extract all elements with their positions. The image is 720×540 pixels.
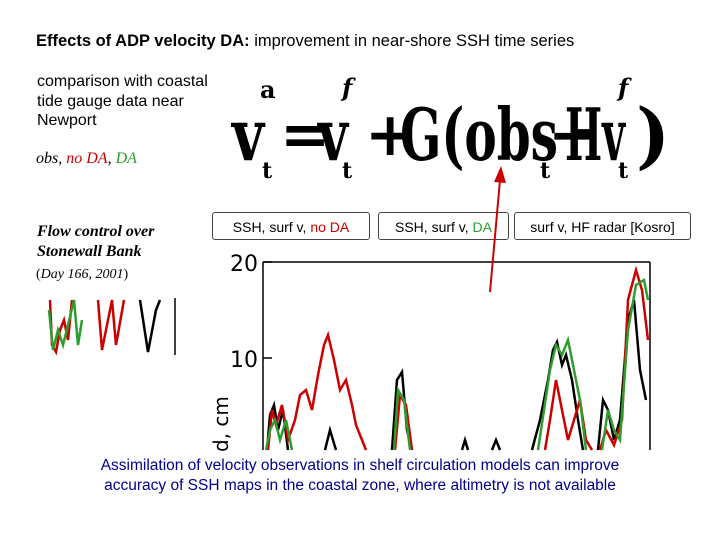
- eq-sup-f2: f: [616, 73, 632, 102]
- box2-prefix: SSH, surf v,: [395, 219, 473, 235]
- comparison-line-1: comparison with coastal: [37, 73, 208, 90]
- arrow-shaft: [489, 179, 501, 293]
- equation: v a t = v f t + G(obs t − Hv f t ): [230, 73, 670, 184]
- eq-minus: −: [548, 100, 598, 170]
- fragment-da-line: [47, 299, 84, 351]
- label-box-da: SSH, surf v, DA: [378, 212, 509, 240]
- day-text: Day 166, 2001: [40, 267, 124, 282]
- legend-obs: obs,: [36, 150, 63, 167]
- eq-sub-t2: t: [342, 158, 353, 184]
- legend-sep: ,: [107, 150, 112, 167]
- eq-sub-t3: t: [540, 158, 551, 184]
- main-plot: 20 10 d, cm: [209, 252, 651, 452]
- box3-text: surf v, HF radar [Kosro]: [530, 219, 675, 235]
- box2-highlight: DA: [472, 219, 492, 235]
- fragment-no-da-line-2: [96, 299, 126, 351]
- legend-no-da: no DA: [66, 150, 108, 167]
- tick-20-label: 20: [230, 252, 258, 277]
- no-da-series-line: [266, 265, 650, 451]
- fragment-obs-line: [138, 299, 162, 353]
- eq-sup-f1: f: [340, 73, 356, 102]
- day-open: (: [36, 267, 41, 282]
- eq-sub-t4: t: [618, 158, 629, 184]
- comparison-line-3: Newport: [37, 112, 97, 129]
- day-close: ): [123, 267, 129, 282]
- obs-series-line: [265, 299, 648, 451]
- eq-gobs: G(obs: [400, 92, 558, 177]
- title-bold: Effects of ADP velocity DA:: [36, 32, 250, 50]
- eq-plus: +: [365, 100, 415, 170]
- label-box-hf-radar: surf v, HF radar [Kosro]: [514, 212, 691, 240]
- title-rest: improvement in near-shore SSH time serie…: [249, 32, 575, 50]
- comparison-text: comparison with coastal tide gauge data …: [37, 72, 237, 131]
- eq-hv: Hv: [565, 92, 626, 177]
- flow-line-1: Flow control over: [37, 223, 155, 240]
- box1-highlight: no DA: [310, 219, 350, 235]
- slide-title: Effects of ADP velocity DA: improvement …: [36, 32, 574, 51]
- series-legend: obs, no DA, DA: [36, 150, 137, 168]
- y-axis-label: d, cm: [209, 396, 233, 452]
- footer-summary: Assimilation of velocity observations in…: [40, 456, 680, 496]
- arrow-head: [494, 166, 506, 183]
- eq-v2: v: [317, 92, 350, 177]
- legend-da: DA: [115, 150, 137, 167]
- label-box-no-da: SSH, surf v, no DA: [212, 212, 370, 240]
- footer-line-1: Assimilation of velocity observations in…: [100, 457, 620, 474]
- footer-line-2: accuracy of SSH maps in the coastal zone…: [104, 477, 616, 494]
- da-series-line: [264, 277, 650, 451]
- comparison-line-2: tide gauge data near: [37, 92, 184, 110]
- eq-equals: =: [280, 100, 330, 170]
- eq-sub-t1: t: [262, 158, 273, 184]
- eq-rparen: ): [636, 92, 670, 177]
- pointer-arrow: [489, 166, 506, 293]
- flow-line-2: Stonewall Bank: [37, 243, 142, 260]
- box1-prefix: SSH, surf v,: [232, 219, 311, 235]
- fragment-plot: [47, 298, 176, 356]
- eq-sup-a: a: [260, 75, 276, 104]
- day-label: (Day 166, 2001): [36, 267, 128, 283]
- flow-control-text: Flow control over Stonewall Bank: [37, 222, 212, 262]
- eq-v: v: [230, 92, 265, 177]
- tick-10-label: 10: [230, 348, 258, 373]
